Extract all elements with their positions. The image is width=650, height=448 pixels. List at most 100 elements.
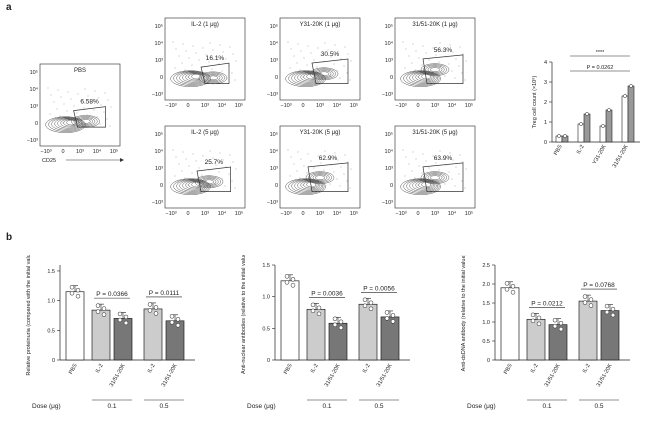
flow-dot <box>100 104 102 106</box>
bar <box>605 109 613 143</box>
flow-dot <box>415 50 417 52</box>
bar <box>627 85 635 143</box>
flow-gate <box>307 162 349 192</box>
flow-dot <box>182 151 184 153</box>
flow-dot <box>178 55 180 57</box>
flow-dot <box>214 183 216 185</box>
flow-dot <box>62 122 64 124</box>
flow-contour <box>294 179 322 192</box>
flow-plot-svg: PBS 10⁵ 10⁴ 10³ 0 −10³−10³ 0 10³ 10⁴ 10⁵ 6.58% CD25 <box>27 63 124 164</box>
flow-dot <box>326 68 328 70</box>
flow-contour <box>63 119 78 127</box>
x-tick-label: 31/51-20K <box>544 363 562 388</box>
x-tick-label: IL-2 <box>147 363 157 374</box>
flow-dot <box>192 153 194 155</box>
flow-dot <box>310 160 312 162</box>
y-tick-label: 0.5 <box>262 326 270 332</box>
flow-dot <box>432 155 434 157</box>
data-point <box>117 311 123 317</box>
flow-dot <box>320 162 322 164</box>
data-point <box>147 302 153 307</box>
data-point <box>552 323 558 329</box>
data-point <box>384 316 390 321</box>
flow-dot <box>418 57 420 59</box>
flow-xtick: 10⁵ <box>235 102 243 109</box>
flow-gate <box>200 62 230 84</box>
data-point <box>510 284 516 289</box>
flow-dot <box>347 53 349 55</box>
flow-dot <box>76 112 78 114</box>
flow-contour <box>415 180 434 190</box>
flow-dot <box>202 155 204 157</box>
flow-contour-gated <box>312 68 336 80</box>
flow-percentage: 16.1% <box>206 55 225 62</box>
flow-dot <box>417 76 419 78</box>
flow-contour-gated <box>314 69 334 79</box>
flow-dot <box>297 43 299 45</box>
flow-dot <box>421 64 423 66</box>
flow-xtick: 10⁵ <box>465 102 473 109</box>
flow-dot <box>431 174 433 176</box>
data-point <box>390 319 396 324</box>
flow-percentage: 30.5% <box>321 51 340 58</box>
flow-dot <box>202 47 204 49</box>
flow-dot <box>408 55 410 57</box>
flow-dot <box>204 73 206 75</box>
flow-dot <box>289 67 291 69</box>
data-point <box>101 312 107 317</box>
flow-dot <box>79 119 81 121</box>
flow-dot <box>349 79 351 81</box>
flow-xtick: 10⁴ <box>448 102 457 109</box>
flow-xtick: −10³ <box>165 103 176 109</box>
flow-dot <box>209 42 211 44</box>
x-tick-label: PBS <box>68 363 79 376</box>
p-value-label: P = 0.0768 <box>583 282 615 289</box>
flow-xtick: 10⁴ <box>218 210 227 217</box>
flow-ytick: 10⁴ <box>385 148 394 155</box>
flow-dot <box>296 170 298 172</box>
y-tick-label: 1.5 <box>262 263 270 269</box>
flow-dot <box>337 159 339 161</box>
flow-dot <box>80 100 82 102</box>
data-point <box>582 294 588 299</box>
flow-dot <box>334 152 336 154</box>
bar <box>358 303 378 361</box>
flow-dot <box>93 109 95 111</box>
flow-ytick: −10³ <box>267 92 278 98</box>
flow-xtick: 10⁴ <box>333 210 342 217</box>
flow-dot <box>418 165 420 167</box>
x-tick-label: Y31-20K <box>592 144 608 166</box>
flow-dot <box>452 51 454 53</box>
flow-xtick: 10⁴ <box>448 210 457 217</box>
flow-dot <box>299 177 301 179</box>
flow-dot <box>404 175 406 177</box>
flow-contour-gated <box>429 175 441 180</box>
x-tick-label: IL-2 <box>530 363 540 374</box>
panel-b-letter: b <box>6 232 13 243</box>
y-tick-label: 3 <box>544 80 547 86</box>
flow-contour <box>400 178 441 195</box>
y-tick-label: 2.0 <box>482 282 490 288</box>
flow-dot <box>60 96 62 98</box>
bar <box>577 123 585 143</box>
flow-percentage: 63.9% <box>434 155 453 162</box>
flow-gate <box>73 106 106 128</box>
flow-contour <box>188 73 203 81</box>
flow-xtick: 10⁵ <box>110 148 118 155</box>
flow-dot <box>347 161 349 163</box>
flow-frame <box>164 17 246 101</box>
flow-contour-gated <box>420 63 450 76</box>
flow-dot <box>293 163 295 165</box>
bar <box>526 318 546 361</box>
flow-dot <box>232 53 234 55</box>
flow-dot <box>96 116 98 118</box>
flow-dot <box>70 98 72 100</box>
dose-value: 0.5 <box>159 403 168 410</box>
data-point <box>75 287 81 293</box>
flow-ytick: 0 <box>35 121 38 127</box>
flow-xtick: 0 <box>186 103 189 109</box>
flow-dot <box>235 168 237 170</box>
flow-dot <box>175 156 177 158</box>
flow-dot <box>66 110 68 112</box>
flow-xtick: 10³ <box>316 211 324 217</box>
